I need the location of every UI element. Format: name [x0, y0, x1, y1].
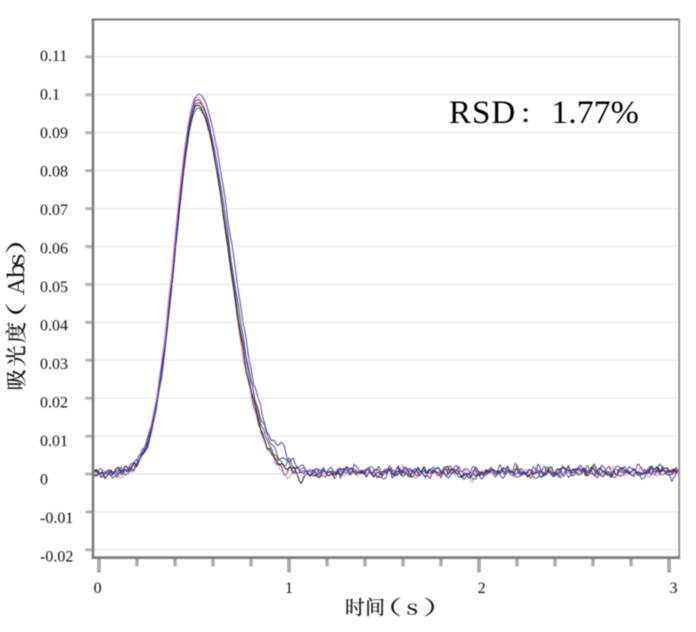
svg-text:-0.02: -0.02 [40, 548, 73, 565]
svg-text:0: 0 [40, 471, 48, 488]
svg-text:0.11: 0.11 [40, 48, 67, 65]
svg-text:0.01: 0.01 [40, 433, 68, 450]
svg-text:0.05: 0.05 [40, 279, 68, 296]
svg-text:0.04: 0.04 [40, 317, 68, 334]
svg-text:2: 2 [478, 580, 486, 597]
svg-text:0.1: 0.1 [40, 86, 60, 103]
svg-text:0: 0 [94, 580, 102, 597]
svg-text:0.07: 0.07 [40, 202, 68, 219]
svg-text:1.77%: 1.77% [551, 95, 639, 131]
svg-text:3: 3 [670, 580, 678, 597]
svg-text:1: 1 [285, 580, 293, 597]
svg-text:0.03: 0.03 [40, 356, 68, 373]
svg-text:0.09: 0.09 [40, 125, 68, 142]
svg-text:0.06: 0.06 [40, 240, 68, 257]
svg-text:RSD: RSD [449, 95, 516, 131]
svg-text:0.08: 0.08 [40, 163, 68, 180]
svg-text:0.02: 0.02 [40, 394, 68, 411]
svg-text:-0.01: -0.01 [40, 510, 73, 527]
